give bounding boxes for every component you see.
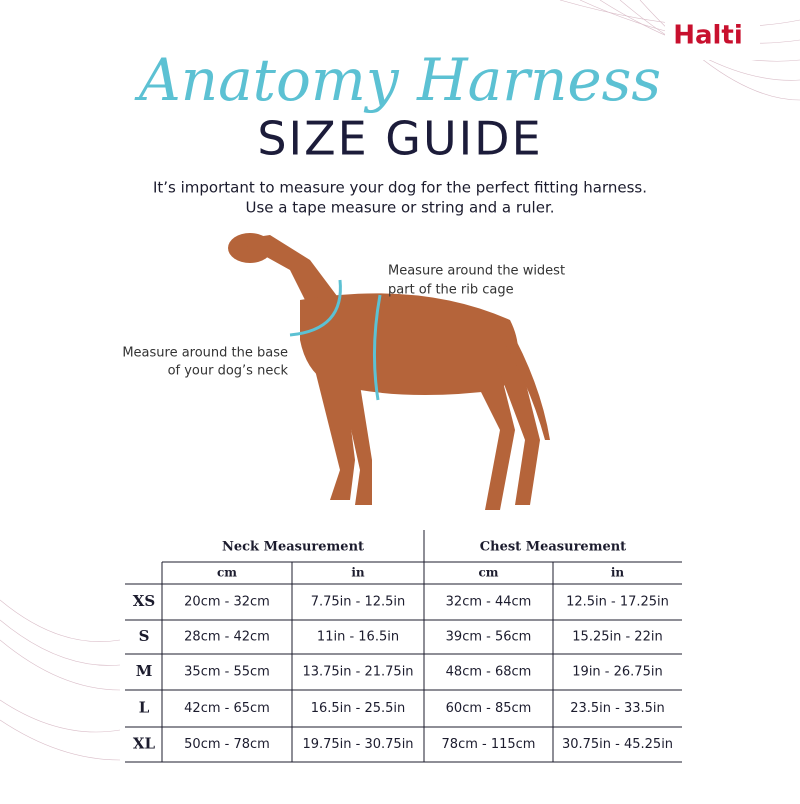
size-label: XL [133, 735, 156, 753]
table-cell: 13.75in - 21.75in [302, 665, 413, 680]
annotation: part of the rib cage [388, 283, 514, 298]
table-cell: 7.75in - 12.5in [311, 595, 406, 610]
table-cell: 39cm - 56cm [446, 630, 532, 645]
measure-arrows [289, 279, 382, 401]
table-cell: 78cm - 115cm [442, 737, 536, 752]
size-table: Neck Measurement Chest Measurement cm in cm i… [125, 530, 682, 763]
intro: It’s important to measure your dog for t… [153, 179, 647, 197]
group-header: Chest Measurement [480, 540, 626, 555]
unit-header: in [351, 566, 365, 580]
size-label: S [139, 627, 150, 645]
intro: Use a tape measure or string and a ruler… [245, 199, 554, 217]
brand-box [665, 10, 760, 60]
group-header: Neck Measurement [222, 540, 364, 555]
brand: Halti [673, 21, 743, 51]
size-label: XS [133, 592, 155, 610]
size-label: M [136, 662, 153, 680]
table-cell: 48cm - 68cm [446, 665, 532, 680]
table-cell: 15.25in - 22in [572, 630, 662, 645]
annotation: of your dog’s neck [168, 364, 289, 379]
table-cell: 11in - 16.5in [317, 630, 399, 645]
title: SIZE GUIDE [257, 112, 542, 166]
table-cell: 19.75in - 30.75in [302, 737, 413, 752]
table-cell: 30.75in - 45.25in [562, 737, 673, 752]
unit-header: cm [478, 566, 498, 580]
table-cell: 12.5in - 17.25in [566, 595, 669, 610]
dog [228, 233, 550, 510]
table-cell: 28cm - 42cm [184, 630, 270, 645]
table-cell: 19in - 26.75in [572, 665, 662, 680]
annotation: Measure around the widest [388, 264, 565, 279]
table-cell: 42cm - 65cm [184, 701, 270, 716]
annotation: Measure around the base [122, 346, 288, 361]
table-cell: 16.5in - 25.5in [311, 701, 406, 716]
table-cell: 50cm - 78cm [184, 737, 270, 752]
table-cell: 60cm - 85cm [446, 701, 532, 716]
unit-header: cm [217, 566, 237, 580]
size-label: L [139, 699, 150, 717]
unit-header: in [611, 566, 625, 580]
script-title: Anatomy Harness [134, 46, 661, 114]
table-cell: 35cm - 55cm [184, 665, 270, 680]
table-cell: 32cm - 44cm [446, 595, 532, 610]
table-cell: 20cm - 32cm [184, 595, 270, 610]
table-cell: 23.5in - 33.5in [570, 701, 665, 716]
